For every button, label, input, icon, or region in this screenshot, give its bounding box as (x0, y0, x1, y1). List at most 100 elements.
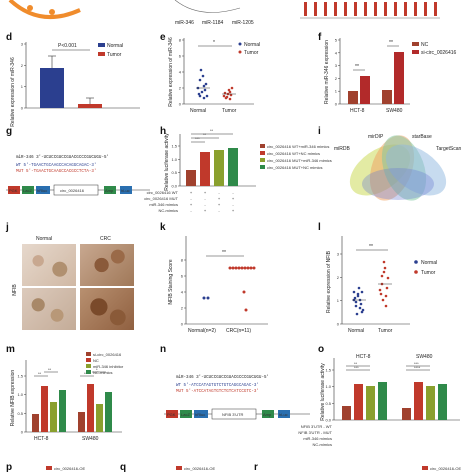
l-point-normal (352, 290, 356, 294)
d-ylabel: Relative expression of miR-346 (10, 57, 16, 127)
n-utr-label: NFIB 3'UTR (222, 412, 244, 417)
tick-label: 6 (181, 274, 184, 279)
o-group-1: HCT-8 (356, 354, 371, 360)
l-cat-tumor: Tumor (378, 328, 393, 334)
l-point-normal (358, 306, 362, 310)
o-bar (342, 406, 351, 420)
tick-label: 6 (179, 54, 182, 59)
o-row-label: NC-mimics (312, 442, 332, 447)
k-point-crc (249, 266, 253, 270)
o-row-label: miR-346 mimics (303, 436, 332, 441)
e-legend-dot (238, 42, 242, 46)
top-bar (354, 2, 357, 16)
f-sig-1: ** (355, 64, 359, 70)
tick-label: 1.5 (171, 144, 177, 149)
tick-label: 3 (335, 63, 338, 68)
d-bar-normal (40, 68, 64, 108)
k-sig: ** (222, 250, 226, 256)
f-legend-swatch (412, 42, 419, 46)
l-point-tumor (385, 286, 389, 290)
tick-label: 0.0 (171, 184, 177, 189)
l-point-normal (355, 312, 359, 316)
g-wt-seq: WT 5'-TGAACTGCAAGCCACAGGCAGAC-3' (16, 163, 96, 168)
m-bar (50, 402, 57, 432)
n-part-hrluc-label: hRluc (195, 412, 205, 417)
tick-label: 3 (21, 42, 24, 47)
tick-label: 2 (181, 306, 184, 311)
e-point-tumor (228, 90, 232, 94)
h-row-value: - (232, 190, 234, 195)
panel-e: Relative expression of miR-346 0 2 4 6 8 * N… (168, 37, 260, 114)
d-bar-tumor (78, 104, 102, 108)
m-legend-swatch (86, 358, 91, 362)
n-mir-seq: miR-346 3'-UCUCCGUCCGUACGCCCGUCUGU-5' (176, 375, 269, 380)
h-row-label: circ_0026416 MUT (144, 196, 178, 201)
e-point-tumor (230, 86, 234, 90)
e-point-normal (198, 78, 202, 82)
d-legend-swatch (98, 43, 105, 47)
o-bar (414, 382, 423, 420)
panel-label-d: d (6, 32, 13, 43)
g-part-hrluc-label: hRluc (37, 188, 47, 193)
e-point-normal (200, 90, 204, 94)
tick-label: 1.5 (17, 374, 23, 379)
h-row-value: + (204, 190, 207, 195)
n-part-amp (262, 410, 274, 418)
top-mir-b: miR-1184 (202, 20, 224, 26)
l-point-normal (354, 304, 358, 308)
m-bar (32, 414, 39, 432)
top-strip: miR-346 miR-1184 miR-1205 (8, 0, 440, 26)
h-bar (186, 170, 196, 186)
m-bar (87, 384, 94, 432)
e-point-tumor (229, 93, 233, 97)
p-legend: circ_0026416-OE (54, 466, 85, 471)
o-row-label: NFIB 3'UTR - WT (301, 424, 333, 429)
r-legend-swatch (422, 466, 428, 470)
m-sig: ** (48, 367, 52, 372)
top-tick-labels (304, 2, 437, 16)
tick-label: 0.5 (325, 401, 331, 406)
h-legend-item: circ_0026416 MUT+miR-346 mimics (267, 158, 332, 163)
l-point-tumor (382, 260, 386, 264)
tick-label: 1.0 (17, 392, 23, 397)
l-point-normal (360, 290, 364, 294)
e-point-tumor (222, 94, 226, 98)
tick-label: 5 (335, 38, 338, 43)
tick-label: 0.0 (325, 418, 331, 423)
panel-label-f: f (318, 32, 322, 43)
n-part-lacz-label: LacZ (181, 412, 190, 417)
panel-label-m: m (6, 344, 15, 355)
j-he-image-crc-low (80, 244, 134, 286)
top-bar (374, 2, 377, 16)
k-point-crc (252, 266, 256, 270)
e-point-normal (197, 92, 201, 96)
tick-label: 4 (335, 50, 338, 55)
panel-o: Relative luciferase activity 0.0 0.5 1.0 1.… (298, 354, 460, 447)
l-point-tumor (379, 292, 383, 296)
k-point-crc (244, 308, 248, 312)
e-cat-tumor: Tumor (222, 108, 237, 114)
e-point-normal (202, 96, 206, 100)
l-point-tumor (384, 304, 388, 308)
e-point-tumor (227, 88, 231, 92)
h-row-value: - (218, 190, 220, 195)
m-cat-1: HCT-8 (34, 436, 49, 442)
g-part-lacz (22, 186, 34, 194)
e-point-normal (201, 74, 205, 78)
l-cat-normal: Normal (348, 328, 364, 334)
g-mir-seq: miR-346 3'-UCUCCGUCCGUACGCCCGUCUGU-5' (16, 155, 109, 160)
l-legend-dot (414, 270, 418, 274)
tick-label: 1 (21, 84, 24, 89)
panel-label-q: q (120, 462, 127, 473)
panel-h: Relative luciferase activity 0.0 0.5 1.0 1.… (144, 128, 332, 213)
m-bar (41, 386, 48, 432)
h-row-value: + (218, 196, 221, 201)
m-bar (96, 404, 103, 432)
o-bar (354, 384, 363, 420)
l-point-normal (354, 300, 358, 304)
h-row-value: - (204, 202, 206, 207)
m-ylabel: Relative NFIB expression (10, 370, 16, 427)
l-legend-tumor: Tumor (421, 270, 436, 276)
l-point-tumor (378, 288, 382, 292)
